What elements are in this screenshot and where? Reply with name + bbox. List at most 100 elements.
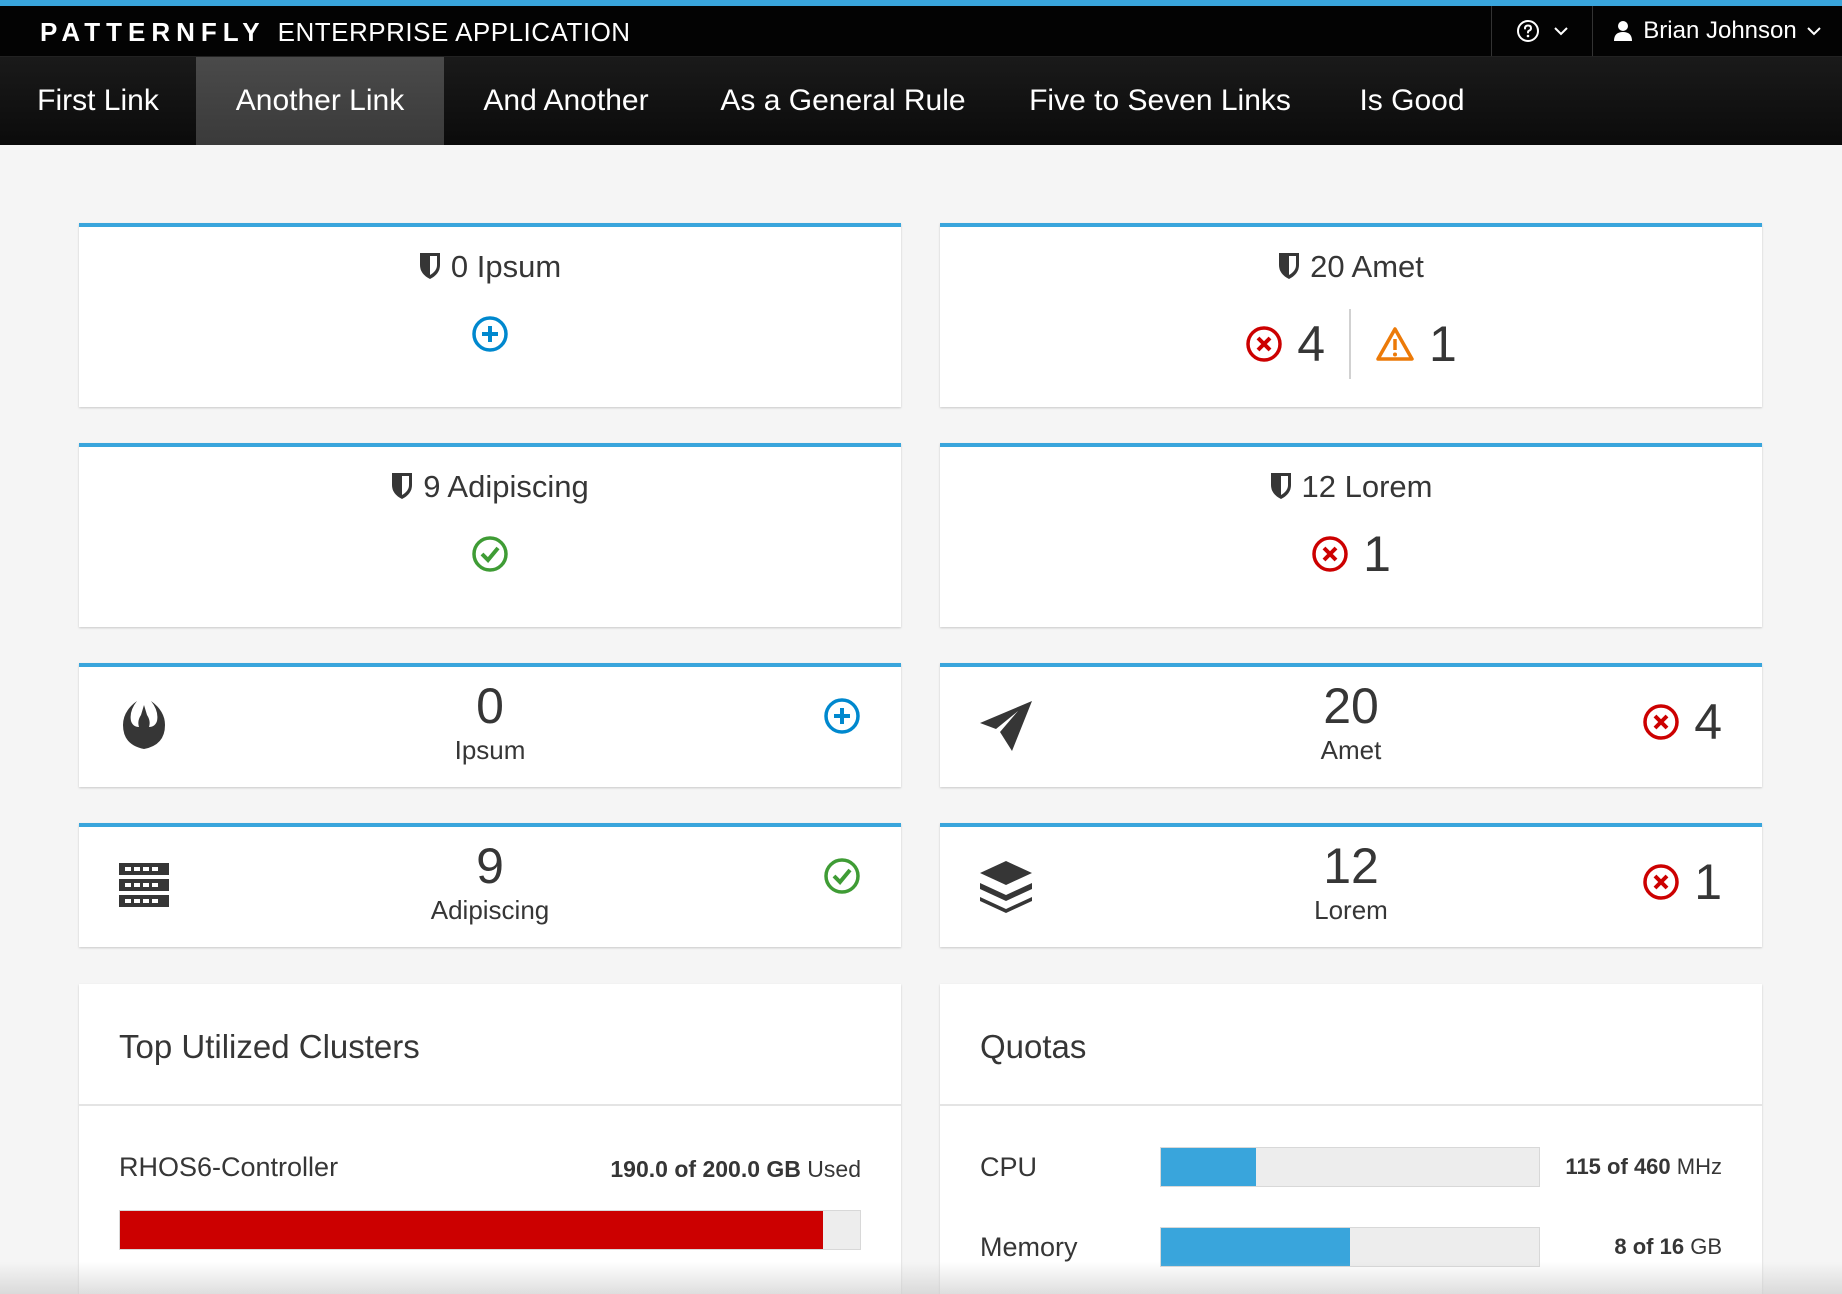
mini-card-center[interactable]: 12 Lorem — [940, 839, 1762, 927]
utilization-panel: Top Utilized Clusters RHOS6-Controller 1… — [79, 984, 901, 1294]
progress-fill — [1161, 1148, 1256, 1186]
nav-item-first-link[interactable]: First Link — [37, 84, 159, 117]
brand-logo[interactable]: PATTERNFLY ENTERPRISE APPLICATION — [40, 17, 631, 48]
ok-circle-icon[interactable] — [823, 857, 861, 895]
unit-label: GB — [1690, 1234, 1722, 1259]
shield-icon — [419, 252, 440, 279]
card-title[interactable]: 0 Ipsum — [79, 249, 901, 285]
card-title[interactable]: 9 Adipiscing — [79, 469, 901, 505]
card-count: 20 — [1310, 249, 1345, 284]
user-menu-toggle[interactable]: Brian Johnson — [1592, 6, 1842, 56]
quotas-panel: Quotas CPU 115 of 460 MHz Memory 8 of 16… — [940, 984, 1762, 1294]
total-value: 16 — [1659, 1234, 1685, 1259]
card-status: 4 1 — [940, 309, 1762, 379]
nav-item-another-link[interactable]: Another Link — [196, 57, 444, 145]
error-status[interactable]: 1 — [1311, 529, 1391, 579]
error-count: 1 — [1694, 854, 1722, 910]
error-count: 1 — [1363, 526, 1391, 582]
question-circle-icon — [1517, 20, 1539, 42]
panel-title: Quotas — [980, 1028, 1087, 1065]
mini-card-adipiscing: 9 Adipiscing — [79, 823, 901, 947]
card-label: Ipsum — [476, 249, 562, 284]
of-label: of — [1632, 1234, 1654, 1259]
mini-card-status — [823, 857, 861, 895]
primary-nav: First Link Another Link And Another As a… — [0, 56, 1842, 145]
progress-fill — [120, 1211, 823, 1249]
status-card-amet: 20 Amet 4 1 — [940, 223, 1762, 407]
shield-icon — [1270, 472, 1291, 499]
mini-card-status — [823, 697, 861, 735]
card-status — [79, 535, 901, 573]
warning-triangle-icon — [1376, 327, 1414, 361]
shield-icon — [392, 472, 413, 499]
error-count: 4 — [1297, 316, 1325, 372]
user-icon — [1614, 21, 1633, 41]
ok-circle-icon[interactable] — [471, 535, 509, 573]
masthead: PATTERNFLY ENTERPRISE APPLICATION Brian J… — [0, 6, 1842, 56]
scroll-fade — [0, 1262, 1842, 1294]
error-count: 4 — [1694, 694, 1722, 750]
quota-value-cpu: 115 of 460 MHz — [1565, 1154, 1722, 1180]
used-value: 8 — [1614, 1234, 1627, 1259]
used-value: 190.0 — [610, 1156, 668, 1182]
add-circle-icon[interactable] — [823, 697, 861, 735]
warning-status[interactable]: 1 — [1375, 319, 1457, 369]
rebel-icon — [123, 701, 165, 749]
chevron-down-icon — [1554, 27, 1568, 36]
total-value: 460 — [1633, 1154, 1671, 1179]
unit-label: MHz — [1676, 1154, 1722, 1179]
server-icon — [119, 863, 169, 907]
quota-progress-cpu[interactable] — [1160, 1147, 1540, 1187]
user-name: Brian Johnson — [1643, 17, 1797, 44]
mini-card-count: 12 — [1323, 838, 1379, 894]
card-title[interactable]: 20 Amet — [940, 249, 1762, 285]
of-label: of — [674, 1156, 697, 1182]
panel-divider — [940, 1104, 1762, 1106]
add-circle-icon[interactable] — [471, 315, 509, 353]
nav-item-five-to-seven[interactable]: Five to Seven Links — [1029, 84, 1291, 117]
error-circle-icon — [1246, 326, 1282, 362]
mini-card-count: 9 — [476, 838, 504, 894]
cluster-progress-bar[interactable] — [119, 1210, 861, 1250]
brand-name: PATTERNFLY — [40, 17, 266, 47]
card-status — [79, 315, 901, 353]
mini-card-label: Adipiscing — [430, 895, 550, 925]
nav-item-is-good[interactable]: Is Good — [1359, 84, 1465, 117]
mini-card-label: Lorem — [1314, 895, 1388, 925]
brand-subtitle: ENTERPRISE APPLICATION — [277, 17, 631, 47]
mini-card-status[interactable]: 4 — [1642, 697, 1722, 747]
error-circle-icon — [1312, 536, 1348, 572]
panel-divider — [79, 1104, 901, 1106]
panel-title: Top Utilized Clusters — [119, 1028, 420, 1065]
card-count: 12 — [1301, 469, 1336, 504]
cluster-usage-text: 190.0 of 200.0 GB Used — [610, 1156, 861, 1183]
chevron-down-icon — [1807, 27, 1821, 36]
status-card-lorem: 12 Lorem 1 — [940, 443, 1762, 627]
nav-item-and-another[interactable]: And Another — [483, 84, 649, 117]
quota-value-memory: 8 of 16 GB — [1614, 1234, 1722, 1260]
status-card-ipsum: 0 Ipsum — [79, 223, 901, 407]
of-label: of — [1607, 1154, 1628, 1179]
mini-card-center[interactable]: 20 Amet — [940, 679, 1762, 767]
error-circle-icon — [1643, 704, 1679, 740]
total-value: 200.0 — [702, 1156, 761, 1182]
mini-card-status[interactable]: 1 — [1642, 857, 1722, 907]
card-title[interactable]: 12 Lorem — [940, 469, 1762, 505]
mini-card-count: 20 — [1323, 678, 1379, 734]
shield-icon — [1279, 252, 1300, 279]
mini-card-count: 0 — [476, 678, 504, 734]
quota-progress-memory[interactable] — [1160, 1227, 1540, 1267]
mini-card-label: Amet — [1320, 735, 1382, 765]
status-card-adipiscing: 9 Adipiscing — [79, 443, 901, 627]
mini-card-center[interactable]: 9 Adipiscing — [79, 839, 901, 927]
mini-card-ipsum: 0 Ipsum — [79, 663, 901, 787]
paper-plane-icon — [980, 701, 1032, 751]
nav-item-general-rule[interactable]: As a General Rule — [720, 84, 966, 117]
cluster-name: RHOS6-Controller — [119, 1152, 339, 1182]
error-status[interactable]: 4 — [1245, 319, 1325, 369]
mini-card-center[interactable]: 0 Ipsum — [79, 679, 901, 767]
top-accent-strip — [0, 0, 1842, 6]
quota-label-cpu: CPU — [980, 1152, 1038, 1182]
help-menu-toggle[interactable] — [1491, 6, 1593, 56]
card-count: 0 — [450, 249, 469, 284]
